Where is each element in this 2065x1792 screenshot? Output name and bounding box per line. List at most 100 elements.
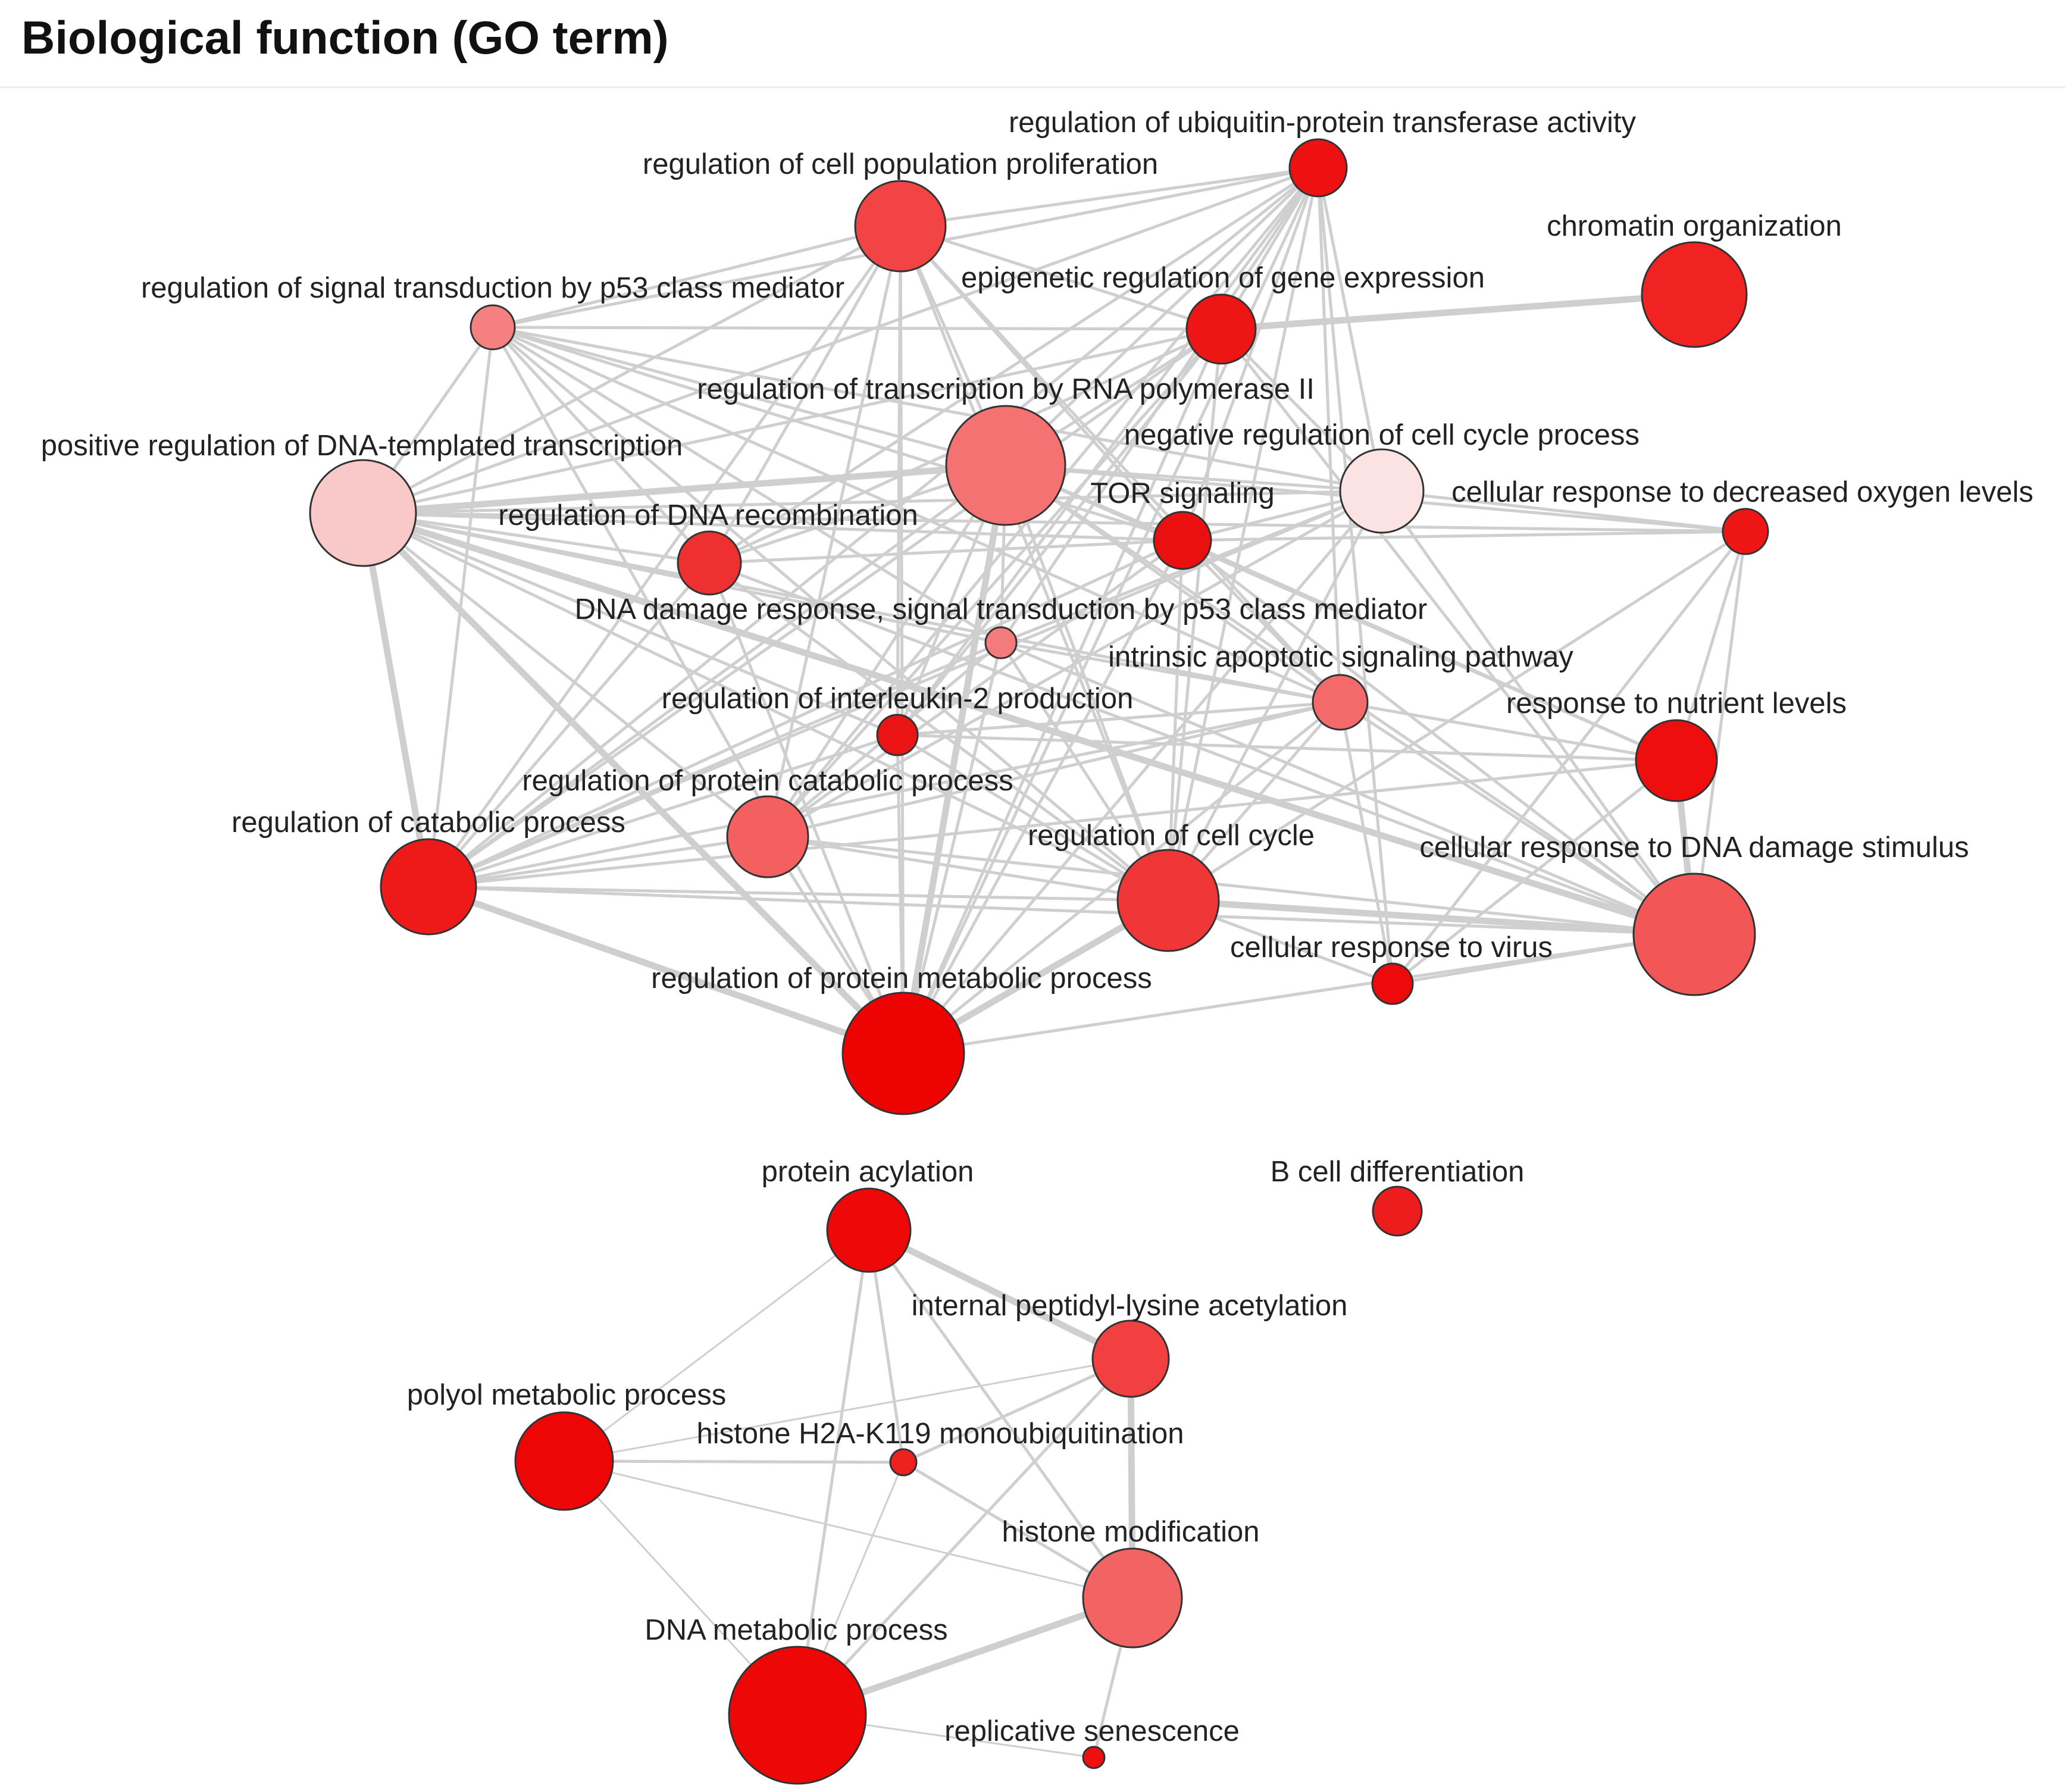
edge-regulation-of-transcription-by-rna-polymerase-ii--regulation-of-cell-cycle: [1004, 464, 1170, 902]
edge-regulation-of-ubiquitin-protein-transferase-activity--positive-regulation-of-dna-templated-transcription: [361, 166, 1320, 515]
network-edges: [359, 166, 1747, 1759]
node-internal-peptidyl-lysine-acetylation[interactable]: [1091, 1319, 1170, 1398]
edge-regulation-of-interleukin-2-production--intrinsic-apoptotic-signaling-pathway: [896, 700, 1342, 737]
edge-epigenetic-regulation-of-gene-expression--cellular-response-to-dna-damage-stimulus: [1219, 327, 1696, 936]
node-label-regulation-of-transcription-by-rna-polymerase-ii: regulation of transcription by RNA polym…: [697, 373, 1315, 405]
node-histone-modification[interactable]: [1082, 1547, 1183, 1649]
node-label-regulation-of-interleukin-2-production: regulation of interleukin-2 production: [662, 683, 1134, 715]
edge-positive-regulation-of-dna-templated-transcription--regulation-of-protein-catabolic-process: [361, 511, 769, 839]
edge-cellular-response-to-decreased-oxygen-levels--regulation-of-cell-cycle: [1166, 530, 1747, 902]
node-regulation-of-protein-catabolic-process[interactable]: [726, 795, 809, 878]
edge-regulation-of-cell-population-proliferation--regulation-of-dna-recombination: [708, 224, 902, 565]
node-label-protein-acylation: protein acylation: [762, 1156, 974, 1188]
node-replicative-senescence[interactable]: [1082, 1746, 1106, 1769]
edge-positive-regulation-of-dna-templated-transcription--cellular-response-to-dna-damage-stimulus: [359, 509, 1698, 938]
node-polyol-metabolic-process[interactable]: [514, 1411, 614, 1511]
edge-protein-acylation--dna-metabolic-process: [796, 1228, 871, 1717]
edge-intrinsic-apoptotic-signaling-pathway--cellular-response-to-dna-damage-stimulus: [1338, 700, 1696, 936]
edge-regulation-of-protein-catabolic-process--regulation-of-cell-cycle: [766, 835, 1170, 902]
node-chromatin-organization[interactable]: [1641, 241, 1748, 348]
node-regulation-of-ubiquitin-protein-transferase-activity[interactable]: [1288, 138, 1348, 198]
node-regulation-of-transcription-by-rna-polymerase-ii[interactable]: [945, 405, 1066, 526]
node-cellular-response-to-virus[interactable]: [1371, 962, 1414, 1005]
node-dna-metabolic-process[interactable]: [728, 1646, 867, 1785]
node-cellular-response-to-dna-damage-stimulus[interactable]: [1632, 872, 1756, 996]
title-divider: [0, 86, 2065, 88]
node-negative-regulation-of-cell-cycle-process[interactable]: [1339, 448, 1425, 534]
edge-protein-acylation--histone-modification: [867, 1228, 1134, 1600]
edge-regulation-of-ubiquitin-protein-transferase-activity--cellular-response-to-virus: [1316, 166, 1394, 986]
node-label-histone-h2a-k119-monoubiquitination: histone H2A-K119 monoubiquitination: [696, 1418, 1184, 1450]
node-label-response-to-nutrient-levels: response to nutrient levels: [1506, 687, 1847, 720]
edge-internal-peptidyl-lysine-acetylation--polyol-metabolic-process: [563, 1358, 1132, 1462]
edge-regulation-of-ubiquitin-protein-transferase-activity--regulation-of-catabolic-process: [427, 166, 1320, 889]
edge-regulation-of-dna-recombination--cellular-response-to-dna-damage-stimulus: [708, 561, 1696, 936]
node-b-cell-differentiation[interactable]: [1372, 1186, 1423, 1237]
node-regulation-of-interleukin-2-production[interactable]: [876, 714, 919, 756]
edge-tor-signaling--regulation-of-protein-catabolic-process: [766, 539, 1184, 839]
edge-regulation-of-cell-population-proliferation--regulation-of-interleukin-2-production: [896, 224, 902, 737]
node-intrinsic-apoptotic-signaling-pathway[interactable]: [1312, 674, 1369, 731]
edge-regulation-of-catabolic-process--regulation-of-protein-metabolic-process: [425, 883, 907, 1057]
node-regulation-of-catabolic-process[interactable]: [380, 838, 477, 936]
edge-negative-regulation-of-cell-cycle-process--regulation-of-protein-metabolic-process: [902, 489, 1384, 1055]
node-label-regulation-of-dna-recombination: regulation of DNA recombination: [498, 499, 918, 531]
edge-negative-regulation-of-cell-cycle-process--positive-regulation-of-dna-templated-transcription: [361, 489, 1384, 515]
node-tor-signaling[interactable]: [1153, 511, 1212, 570]
node-label-regulation-of-ubiquitin-protein-transferase-activity: regulation of ubiquitin-protein transfer…: [1009, 107, 1637, 139]
edge-tor-signaling--regulation-of-protein-metabolic-process: [902, 539, 1184, 1055]
edge-intrinsic-apoptotic-signaling-pathway--regulation-of-catabolic-process: [427, 700, 1342, 889]
node-label-replicative-senescence: replicative senescence: [944, 1715, 1240, 1747]
node-label-dna-damage-response-signal-transduction-by-p53-class-mediator: DNA damage response, signal transduction…: [575, 593, 1428, 626]
node-label-regulation-of-signal-transduction-by-p53-class-mediator: regulation of signal transduction by p53…: [141, 272, 844, 304]
edge-intrinsic-apoptotic-signaling-pathway--regulation-of-protein-catabolic-process: [766, 700, 1342, 839]
edge-tor-signaling--intrinsic-apoptotic-signaling-pathway: [1181, 539, 1342, 704]
figure-title: Biological function (GO term): [21, 11, 669, 64]
edge-regulation-of-interleukin-2-production--response-to-nutrient-levels: [896, 733, 1678, 762]
node-label-chromatin-organization: chromatin organization: [1547, 210, 1842, 242]
node-regulation-of-cell-cycle[interactable]: [1116, 849, 1220, 952]
node-regulation-of-protein-metabolic-process[interactable]: [841, 992, 965, 1115]
edge-regulation-of-ubiquitin-protein-transferase-activity--intrinsic-apoptotic-signaling-pathway: [1316, 166, 1342, 704]
node-label-polyol-metabolic-process: polyol metabolic process: [407, 1379, 727, 1411]
edge-chromatin-organization--epigenetic-regulation-of-gene-expression: [1218, 291, 1698, 333]
edge-epigenetic-regulation-of-gene-expression--regulation-of-protein-metabolic-process: [902, 327, 1223, 1055]
node-label-cellular-response-to-virus: cellular response to virus: [1230, 931, 1553, 964]
edge-positive-regulation-of-dna-templated-transcription--tor-signaling: [361, 511, 1184, 542]
edge-regulation-of-transcription-by-rna-polymerase-ii--regulation-of-protein-catabolic-process: [766, 464, 1008, 839]
node-label-histone-modification: histone modification: [1002, 1516, 1259, 1548]
node-label-regulation-of-protein-catabolic-process: regulation of protein catabolic process: [522, 765, 1013, 797]
node-epigenetic-regulation-of-gene-expression[interactable]: [1185, 293, 1257, 365]
edge-intrinsic-apoptotic-signaling-pathway--regulation-of-protein-metabolic-process: [902, 700, 1342, 1055]
edge-regulation-of-signal-transduction-by-p53-class-mediator--regulation-of-transcription-by-rna-polymerase-ii: [491, 326, 1008, 467]
node-label-tor-signaling: TOR signaling: [1090, 477, 1275, 509]
edge-regulation-of-signal-transduction-by-p53-class-mediator--intrinsic-apoptotic-signaling-pathway: [491, 326, 1342, 704]
edge-positive-regulation-of-dna-templated-transcription--regulation-of-dna-recombination: [361, 511, 711, 565]
node-label-regulation-of-cell-cycle: regulation of cell cycle: [1028, 820, 1315, 852]
edge-positive-regulation-of-dna-templated-transcription--regulation-of-interleukin-2-production: [361, 511, 899, 737]
edge-regulation-of-catabolic-process--cellular-response-to-dna-damage-stimulus: [427, 885, 1696, 936]
edge-regulation-of-interleukin-2-production--regulation-of-catabolic-process: [427, 733, 899, 889]
node-protein-acylation[interactable]: [826, 1187, 912, 1273]
edge-regulation-of-signal-transduction-by-p53-class-mediator--tor-signaling: [491, 326, 1184, 542]
node-cellular-response-to-decreased-oxygen-levels[interactable]: [1722, 508, 1769, 555]
node-regulation-of-cell-population-proliferation[interactable]: [854, 180, 947, 273]
edge-negative-regulation-of-cell-cycle-process--cellular-response-to-dna-damage-stimulus: [1380, 489, 1696, 936]
node-positive-regulation-of-dna-templated-transcription[interactable]: [309, 459, 417, 567]
node-regulation-of-dna-recombination[interactable]: [677, 530, 742, 596]
node-response-to-nutrient-levels[interactable]: [1635, 719, 1718, 802]
network-labels: regulation of ubiquitin-protein transfer…: [41, 107, 2033, 1747]
edge-regulation-of-transcription-by-rna-polymerase-ii--positive-regulation-of-dna-templated-transcription: [359, 462, 1009, 517]
node-label-regulation-of-catabolic-process: regulation of catabolic process: [231, 806, 625, 839]
node-histone-h2a-k119-monoubiquitination[interactable]: [889, 1448, 918, 1477]
edge-dna-damage-response-signal-transduction-by-p53-class-mediator--regulation-of-catabolic-process: [427, 641, 1003, 889]
edge-cellular-response-to-dna-damage-stimulus--regulation-of-protein-metabolic-process: [902, 933, 1696, 1055]
node-regulation-of-signal-transduction-by-p53-class-mediator[interactable]: [470, 304, 516, 351]
node-label-cellular-response-to-decreased-oxygen-levels: cellular response to decreased oxygen le…: [1451, 476, 2033, 508]
node-label-b-cell-differentiation: B cell differentiation: [1271, 1156, 1525, 1188]
edge-cellular-response-to-decreased-oxygen-levels--cellular-response-to-dna-damage-stimulus: [1692, 530, 1747, 936]
node-label-dna-metabolic-process: DNA metabolic process: [644, 1614, 947, 1646]
node-dna-damage-response-signal-transduction-by-p53-class-mediator[interactable]: [984, 626, 1018, 659]
edge-positive-regulation-of-dna-templated-transcription--regulation-of-protein-metabolic-process: [359, 509, 907, 1057]
